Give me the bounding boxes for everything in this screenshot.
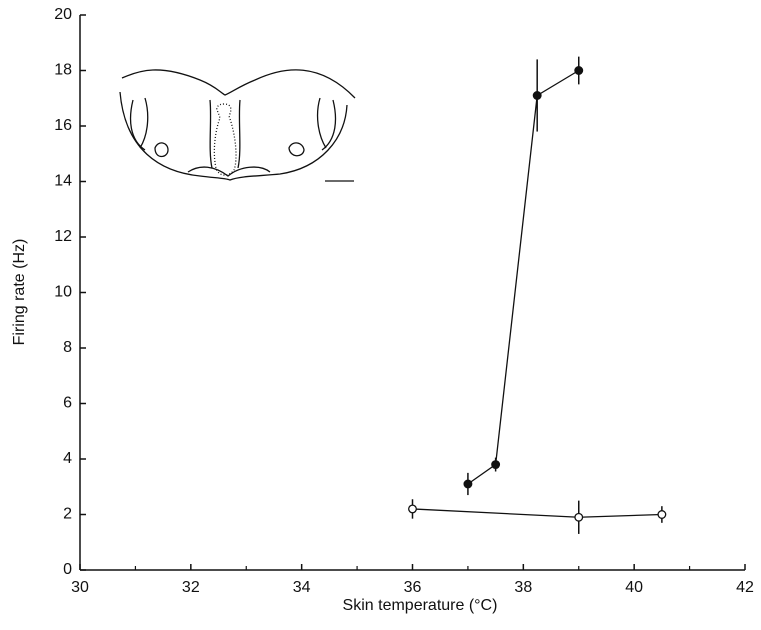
y-tick-label: 8	[63, 339, 72, 356]
data-point	[574, 66, 584, 75]
x-tick-label: 42	[736, 579, 754, 596]
data-point	[463, 479, 473, 489]
y-axis-label: Firing rate (Hz)	[11, 239, 28, 346]
series-line	[412, 508, 662, 518]
y-tick-label: 6	[63, 395, 72, 412]
x-tick-label: 36	[404, 579, 422, 596]
y-tick-label: 2	[63, 506, 72, 523]
y-tick-label: 0	[63, 561, 72, 578]
data-point	[491, 460, 501, 469]
data-point	[408, 504, 417, 514]
y-tick-label: 10	[54, 284, 72, 301]
x-tick-label: 38	[514, 579, 532, 596]
x-tick-label: 32	[182, 579, 200, 596]
data-point	[657, 510, 667, 519]
y-tick-label: 16	[54, 117, 72, 134]
x-axis-label: Skin temperature (°C)	[343, 597, 498, 614]
data-point	[574, 512, 584, 522]
y-tick-label: 20	[54, 6, 72, 23]
y-tick-label: 14	[54, 173, 72, 190]
inset-diagram	[119, 69, 356, 182]
data-point	[532, 91, 542, 100]
y-tick-label: 18	[54, 62, 72, 79]
x-tick-label: 34	[293, 579, 311, 596]
series-line	[467, 69, 580, 485]
x-tick-label: 30	[71, 579, 89, 596]
y-tick-label: 12	[54, 228, 72, 245]
y-tick-label: 4	[63, 450, 72, 467]
x-tick-label: 40	[625, 579, 643, 596]
